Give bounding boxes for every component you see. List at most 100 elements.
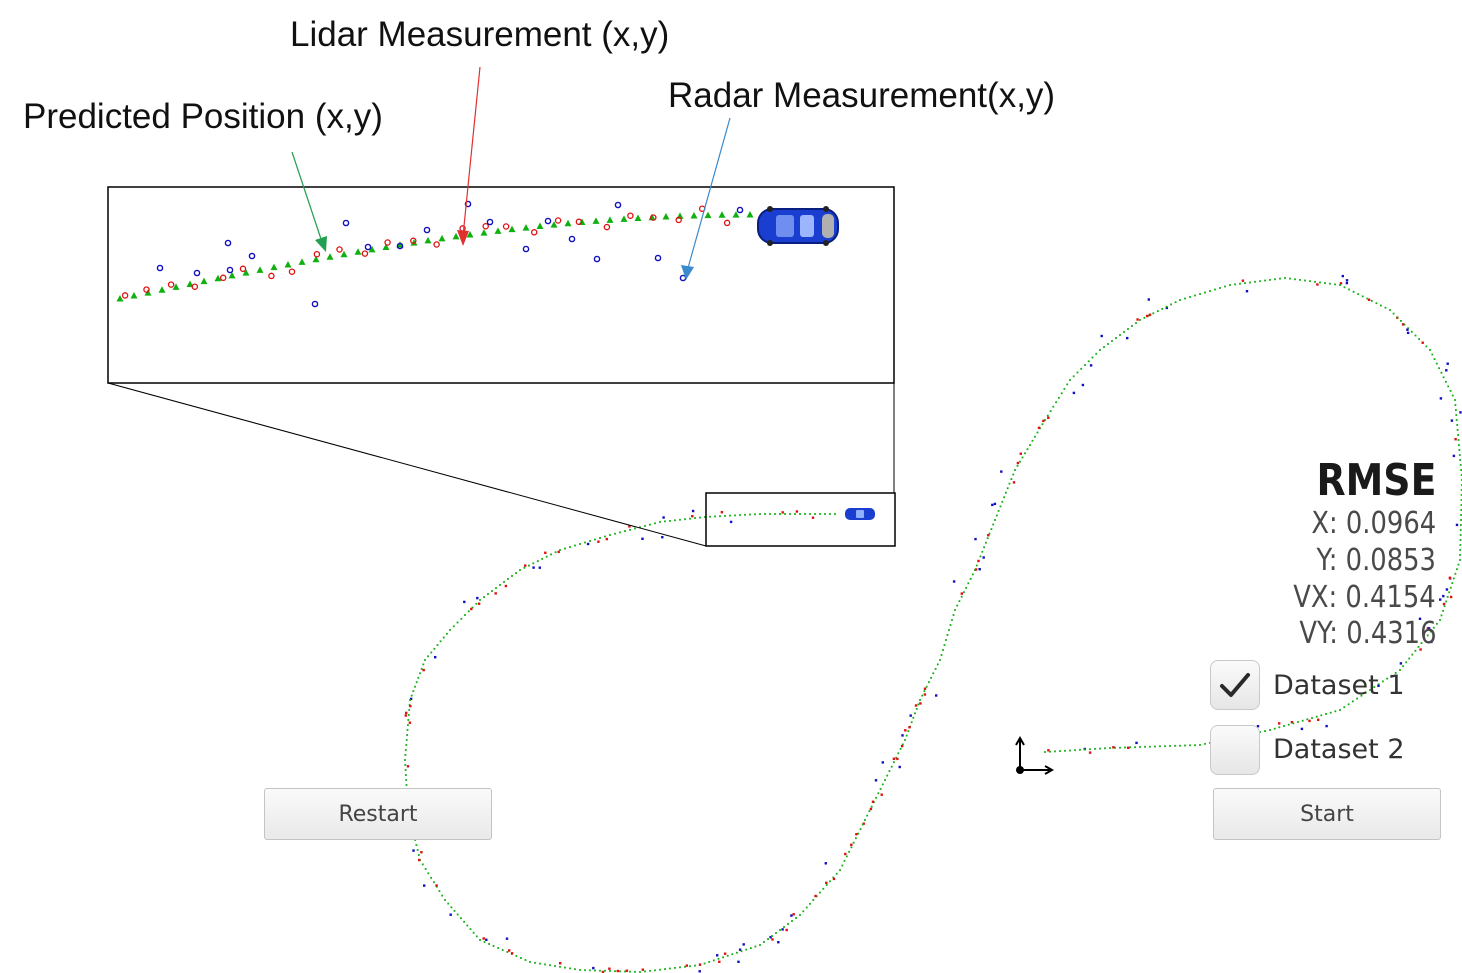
lidar-marker: [435, 884, 438, 887]
start-button[interactable]: Start: [1213, 788, 1441, 840]
predicted-marker: [228, 271, 236, 279]
predicted-marker: [1459, 559, 1461, 561]
predicted-marker: [554, 551, 557, 554]
lidar-marker: [404, 714, 407, 717]
predicted-marker: [1425, 345, 1428, 348]
predicted-marker: [763, 941, 765, 943]
lidar-marker: [433, 241, 440, 248]
predicted-marker: [1044, 751, 1046, 753]
radar-marker: [485, 938, 488, 941]
predicted-marker: [1343, 706, 1346, 708]
predicted-marker: [528, 564, 530, 567]
radar-marker: [781, 928, 784, 931]
predicted-marker: [495, 587, 497, 589]
predicted-marker: [799, 513, 801, 515]
predicted-marker: [674, 967, 676, 969]
predicted-marker: [855, 837, 857, 840]
predicted-marker: [1445, 380, 1447, 383]
predicted-marker: [1279, 277, 1281, 280]
predicted-marker: [986, 537, 989, 540]
predicted-marker: [915, 708, 918, 710]
predicted-marker: [654, 522, 656, 525]
radar-marker: [522, 245, 530, 253]
radar-marker: [464, 200, 472, 208]
predicted-marker: [726, 954, 729, 957]
predicted-marker: [446, 632, 448, 635]
predicted-marker: [969, 578, 972, 580]
predicted-marker: [410, 694, 413, 697]
predicted-marker: [424, 659, 426, 661]
predicted-marker: [664, 968, 666, 970]
predicted-marker: [845, 855, 848, 858]
predicted-marker: [1194, 744, 1196, 747]
predicted-marker: [592, 217, 600, 224]
predicted-marker: [771, 935, 773, 937]
predicted-marker: [934, 668, 937, 670]
lidar-marker: [781, 511, 784, 514]
predicted-marker: [1460, 519, 1462, 521]
predicted-marker: [689, 965, 691, 968]
predicted-marker: [1429, 630, 1432, 633]
predicted-marker: [1399, 669, 1401, 671]
lidar-marker: [603, 223, 611, 231]
axis-origin-icon: [1015, 735, 1055, 775]
predicted-marker: [754, 513, 756, 516]
predicted-marker: [594, 969, 596, 972]
predicted-marker: [524, 959, 527, 961]
lidar-marker: [410, 237, 417, 245]
predicted-marker: [722, 956, 724, 959]
predicted-marker: [1273, 727, 1276, 730]
predicted-marker: [829, 513, 831, 515]
predicted-marker: [614, 532, 616, 535]
predicted-marker: [544, 963, 546, 966]
radar-marker: [1089, 364, 1093, 367]
predicted-marker: [912, 716, 915, 719]
predicted-marker: [424, 236, 432, 244]
predicted-marker: [404, 749, 407, 751]
radar-marker: [736, 206, 744, 214]
predicted-marker: [703, 962, 706, 965]
predicted-marker: [1131, 325, 1133, 327]
lidar-marker: [616, 969, 619, 973]
predicted-marker: [620, 215, 628, 222]
predicted-marker: [1019, 460, 1021, 463]
predicted-marker: [694, 964, 696, 967]
dataset-1-label[interactable]: Dataset 1: [1273, 670, 1405, 701]
predicted-marker: [410, 239, 418, 246]
predicted-marker: [719, 515, 721, 518]
predicted-marker: [1400, 320, 1402, 322]
predicted-marker: [1001, 500, 1004, 503]
predicted-marker: [480, 229, 488, 236]
radar-arrow: [681, 117, 731, 280]
predicted-marker: [406, 729, 409, 731]
dataset-1-checkbox[interactable]: [1210, 660, 1260, 710]
predicted-marker: [1334, 283, 1336, 286]
predicted-marker: [559, 965, 561, 968]
predicted-marker: [1380, 304, 1382, 307]
dataset-2-checkbox[interactable]: [1210, 725, 1260, 775]
predicted-marker: [1209, 290, 1211, 292]
predicted-marker: [1456, 429, 1459, 431]
predicted-marker: [536, 560, 539, 562]
predicted-marker: [890, 765, 893, 768]
predicted-marker: [1031, 439, 1034, 442]
lidar-marker: [1047, 416, 1050, 419]
restart-button[interactable]: Restart: [264, 788, 492, 840]
lidar-marker: [919, 702, 922, 705]
predicted-marker: [759, 944, 761, 946]
predicted-marker: [1269, 279, 1271, 281]
predicted-marker: [491, 590, 493, 592]
predicted-marker: [1315, 715, 1318, 718]
predicted-marker: [1377, 683, 1380, 686]
radar-marker: [952, 580, 956, 583]
dataset-2-label[interactable]: Dataset 2: [1273, 734, 1405, 765]
predicted-marker: [1339, 284, 1341, 286]
predicted-marker: [415, 844, 418, 846]
predicted-marker: [639, 526, 641, 529]
predicted-marker: [1099, 747, 1101, 750]
predicted-marker: [624, 530, 626, 532]
predicted-marker: [1016, 464, 1019, 467]
radar-marker: [1399, 662, 1403, 665]
predicted-marker: [1451, 394, 1454, 397]
predicted-marker: [679, 518, 681, 521]
